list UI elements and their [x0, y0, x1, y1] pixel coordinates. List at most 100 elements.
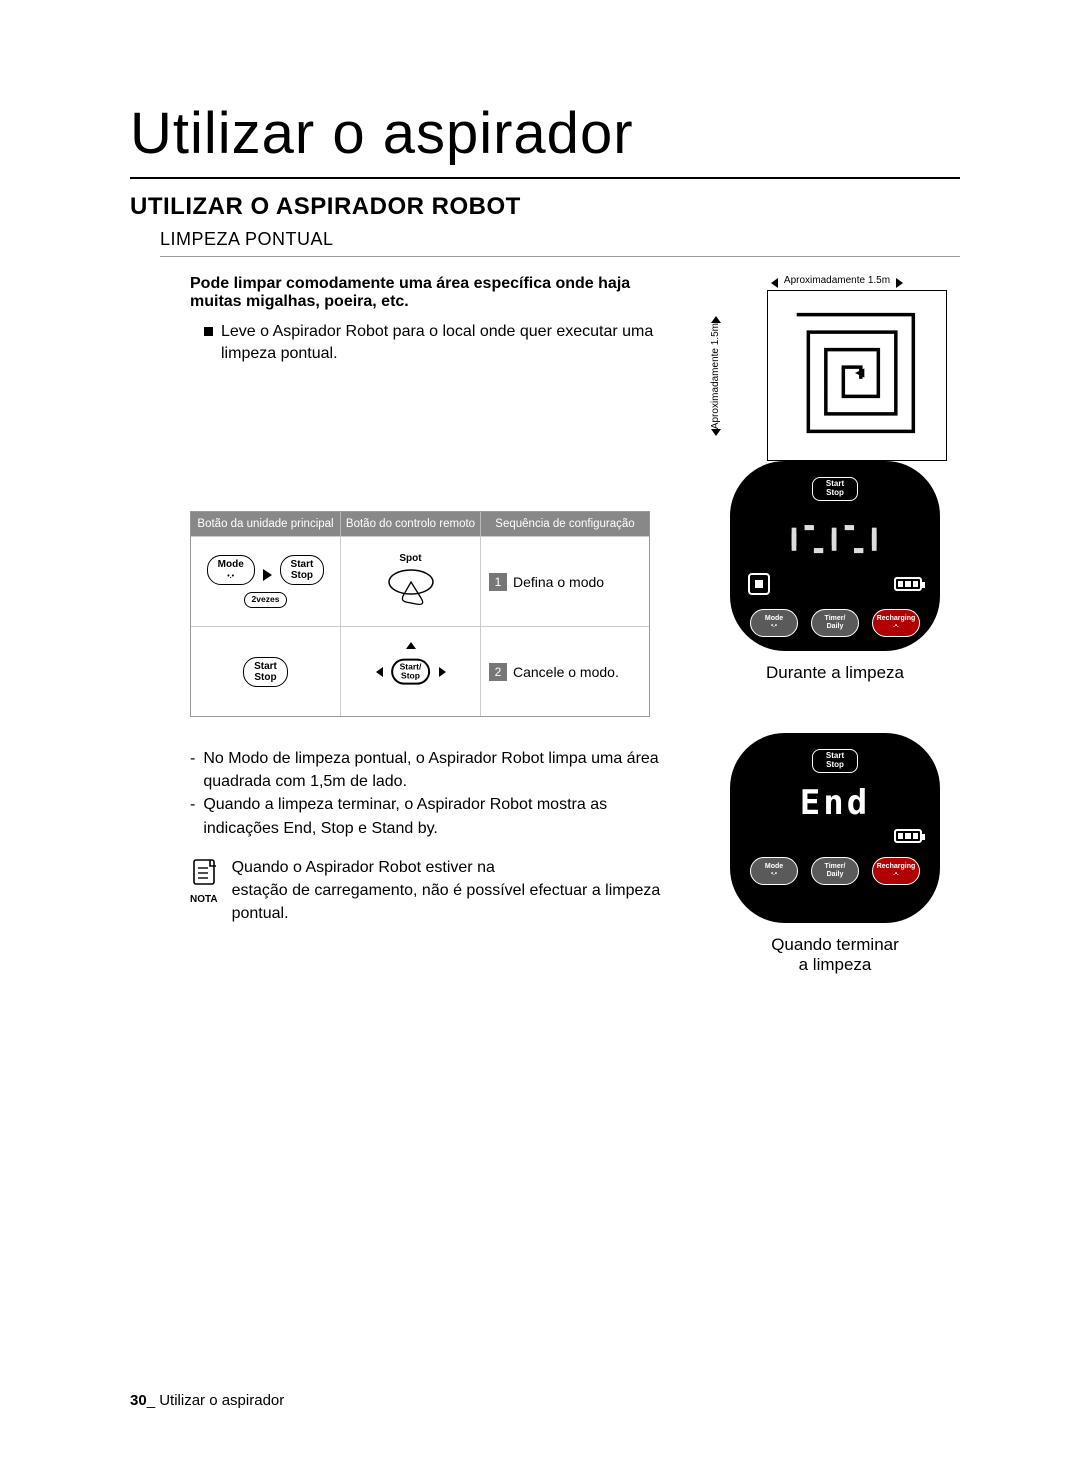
table-header: Botão da unidade principal Botão do cont… — [191, 512, 649, 536]
intro-bullet-row: Leve o Aspirador Robot para o local onde… — [204, 321, 680, 364]
note-clipboard-icon — [191, 856, 217, 886]
cell-remote-2: Start/ Stop — [341, 627, 481, 716]
panel-timer-button: Timer/ Daily — [811, 609, 859, 637]
start-label: Start — [254, 661, 277, 672]
cell-remote-1: Spot — [341, 537, 481, 626]
panel-stop-label: Stop — [826, 488, 844, 497]
robot-display-panel-during: Start Stop ╻╸╻╸╻ ╹╺╹╺╹ Mode •.• Timer/ — [730, 461, 940, 651]
panel-stop-label: Stop — [826, 760, 844, 769]
stop-label: Stop — [254, 672, 276, 683]
panel-timer-label-2: Daily — [812, 871, 858, 879]
note-block: NOTA Quando o Aspirador Robot estiver na… — [190, 856, 680, 926]
battery-icon — [894, 829, 922, 843]
center-label-2: Stop — [401, 671, 420, 681]
page-footer: 30_ Utilizar o aspirador — [130, 1392, 284, 1409]
panel-stop-icon — [748, 573, 770, 595]
panel-recharge-label: Recharging — [873, 863, 919, 871]
panel2-caption-1: Quando terminar — [771, 935, 899, 954]
square-bullet-icon — [204, 327, 213, 336]
arrow-down-icon — [711, 429, 721, 436]
table-row: Mode •.• Start Stop 2vezes — [191, 536, 649, 626]
panel-start-stop-button: Start Stop — [812, 749, 858, 773]
panel-display-end: End — [746, 783, 924, 823]
note-text-2: estação de carregamento, não é possível … — [232, 882, 661, 922]
spiral-dim-v: Aproximadamente 1.5m — [710, 323, 721, 429]
panel1-caption: Durante a limpeza — [710, 663, 960, 683]
cell-main-unit-1: Mode •.• Start Stop 2vezes — [191, 537, 341, 626]
dash-icon: - — [190, 747, 195, 793]
hand-press-icon — [381, 568, 441, 608]
config-table: Botão da unidade principal Botão do cont… — [190, 511, 650, 717]
cell-sequence-2: 2 Cancele o modo. — [481, 627, 649, 716]
panel-recharge-button: Recharging .•. — [872, 857, 920, 885]
title-rule — [130, 177, 960, 179]
section-heading: UTILIZAR O ASPIRADOR ROBOT — [130, 193, 960, 221]
arrow-left-icon — [771, 278, 778, 288]
page-title: Utilizar o aspirador — [130, 100, 960, 167]
panel-timer-label-1: Timer/ — [812, 863, 858, 871]
subsection-title: LIMPEZA PONTUAL — [160, 229, 960, 250]
panel-timer-button: Timer/ Daily — [811, 857, 859, 885]
note-text-1: Quando o Aspirador Robot estiver na — [232, 859, 495, 876]
arrow-right-icon — [896, 278, 903, 288]
step-number: 1 — [489, 573, 507, 591]
page: Utilizar o aspirador UTILIZAR O ASPIRADO… — [0, 0, 1080, 1469]
step-text: Defina o modo — [513, 574, 604, 590]
panel-start-label: Start — [826, 479, 844, 488]
subsection-rule — [160, 256, 960, 257]
panel-start-label: Start — [826, 751, 844, 760]
dpad-up-icon — [406, 642, 416, 649]
start-stop-button-icon: Start Stop — [243, 657, 288, 687]
table-panel-row: Botão da unidade principal Botão do cont… — [190, 461, 960, 975]
intro-row: Pode limpar comodamente uma área específ… — [190, 275, 960, 461]
panel-timer-label-1: Timer/ — [812, 615, 858, 623]
panel2-caption: Quando terminar a limpeza — [710, 935, 960, 975]
dash-text: Quando a limpeza terminar, o Aspirador R… — [203, 793, 680, 839]
step-text: Cancele o modo. — [513, 664, 619, 680]
note-text: Quando o Aspirador Robot estiver na esta… — [232, 856, 680, 926]
footer-sep: _ — [147, 1392, 160, 1409]
th-main-unit: Botão da unidade principal — [191, 512, 341, 536]
note-label: NOTA — [190, 893, 218, 908]
dash-item: - Quando a limpeza terminar, o Aspirador… — [190, 793, 680, 839]
panel-mode-label: Mode — [751, 615, 797, 623]
mode-label: Mode — [218, 559, 244, 570]
dash-text: No Modo de limpeza pontual, o Aspirador … — [203, 747, 680, 793]
panel-mode-button: Mode •.• — [750, 609, 798, 637]
start-label: Start — [291, 559, 314, 570]
spiral-path-icon — [780, 303, 930, 443]
page-number: 30 — [130, 1392, 147, 1409]
dpad-right-icon — [439, 667, 446, 677]
panel-mode-label: Mode — [751, 863, 797, 871]
dpad-left-icon — [376, 667, 383, 677]
panel-mode-button: Mode •.• — [750, 857, 798, 885]
remote-dpad-icon: Start/ Stop — [376, 642, 446, 702]
cell-main-unit-2: Start Stop — [191, 627, 341, 716]
arrow-right-icon — [263, 569, 272, 581]
dash-item: - No Modo de limpeza pontual, o Aspirado… — [190, 747, 680, 793]
panel-seg-line2: ╹╺╹╺╹ — [746, 534, 924, 569]
step-number: 2 — [489, 663, 507, 681]
panel-timer-label-2: Daily — [812, 623, 858, 631]
mode-button-icon: Mode •.• — [207, 555, 255, 585]
times-label: 2vezes — [244, 592, 288, 607]
intro-bullet-text: Leve o Aspirador Robot para o local onde… — [221, 321, 680, 364]
robot-display-panel-end: Start Stop End Mode •.• Timer/ Daily — [730, 733, 940, 923]
spot-label: Spot — [381, 553, 441, 564]
panel-recharge-button: Recharging .•. — [872, 609, 920, 637]
battery-icon — [894, 577, 922, 591]
spiral-dim-h: Aproximadamente 1.5m — [784, 275, 890, 286]
panel2-caption-2: a limpeza — [799, 955, 872, 974]
footer-text: Utilizar o aspirador — [159, 1392, 284, 1409]
cell-sequence-1: 1 Defina o modo — [481, 537, 649, 626]
spiral-box — [767, 290, 947, 461]
panel-start-stop-button: Start Stop — [812, 477, 858, 501]
stop-label: Stop — [291, 570, 313, 581]
spiral-diagram: Aproximadamente 1.5m Aproximadamente 1.5… — [710, 275, 960, 461]
intro-bold: Pode limpar comodamente uma área específ… — [190, 275, 680, 311]
start-stop-button-icon: Start Stop — [280, 555, 325, 585]
dpad-center-button: Start/ Stop — [391, 658, 431, 685]
dash-list: - No Modo de limpeza pontual, o Aspirado… — [190, 747, 680, 840]
th-remote: Botão do controlo remoto — [341, 512, 481, 536]
table-row: Start Stop Start/ Stop — [191, 626, 649, 716]
